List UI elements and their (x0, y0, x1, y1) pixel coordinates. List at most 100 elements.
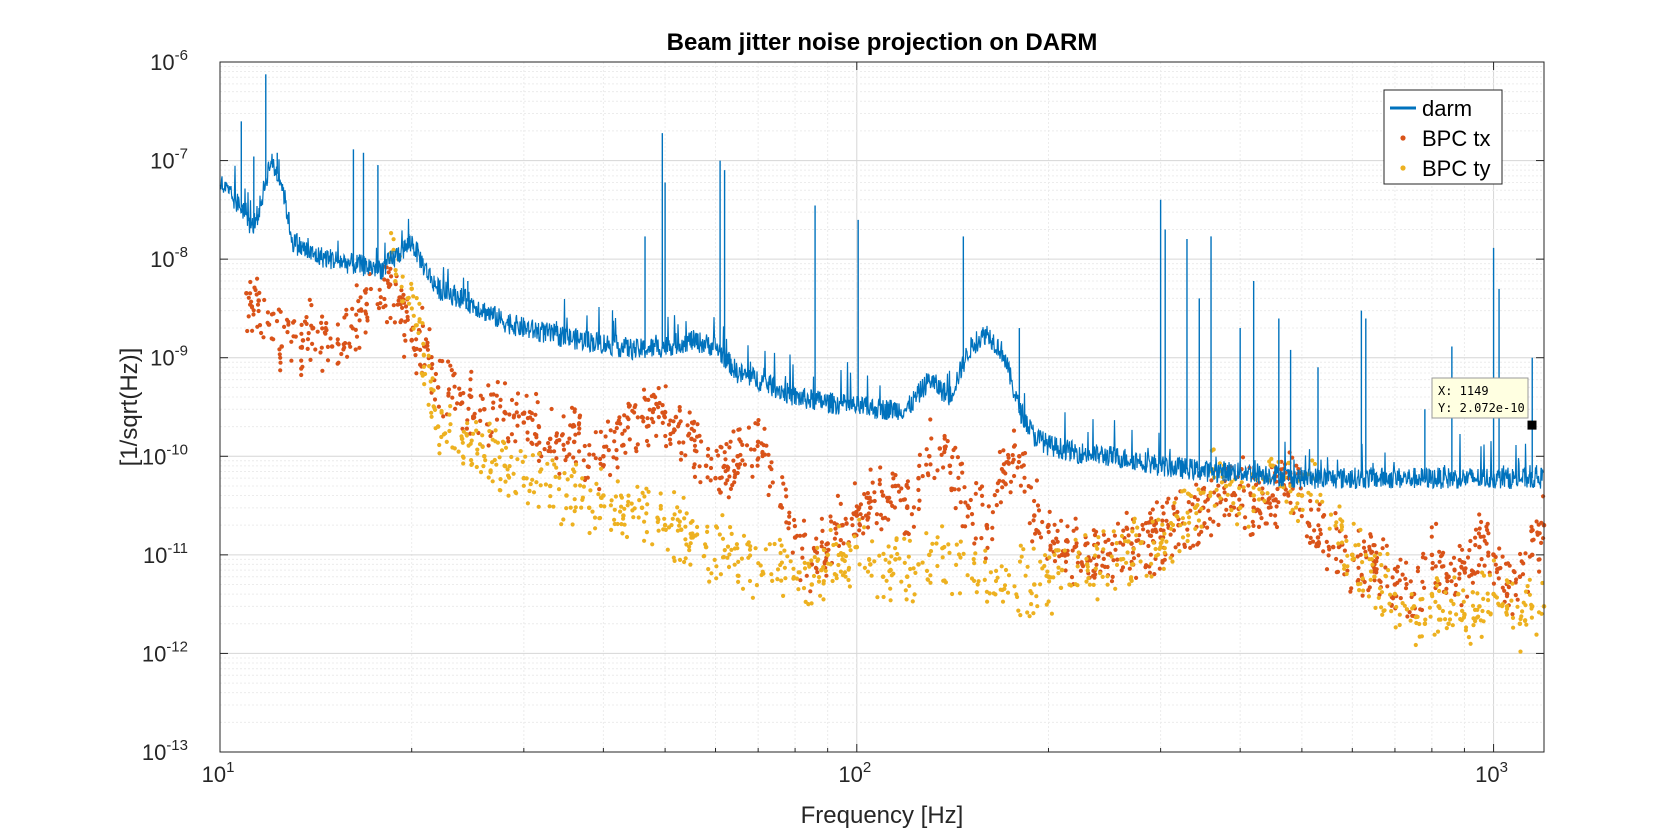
data-point (1462, 613, 1467, 618)
data-point (460, 454, 466, 459)
data-point (1437, 549, 1442, 554)
data-point (1105, 552, 1110, 557)
data-point (1466, 635, 1471, 640)
data-point (598, 456, 603, 462)
data-point (948, 470, 953, 475)
data-point (1509, 598, 1514, 603)
data-point (414, 337, 419, 342)
data-point (495, 380, 500, 385)
data-point (1126, 539, 1131, 544)
legend[interactable]: darm BPC tx BPC ty (1383, 89, 1503, 185)
data-point (261, 335, 266, 340)
datatip-marker[interactable] (1527, 420, 1537, 430)
data-point (1086, 576, 1091, 581)
data-point (646, 489, 651, 494)
data-point (525, 430, 530, 435)
data-point (664, 444, 669, 449)
data-point (324, 321, 329, 326)
data-point (1265, 491, 1270, 496)
data-point (1531, 537, 1536, 542)
data-point (1477, 512, 1482, 517)
data-point (382, 296, 387, 302)
data-point (325, 358, 331, 363)
data-point (1248, 491, 1253, 496)
data-point (1397, 578, 1402, 583)
data-point (431, 388, 436, 393)
data-point (1055, 528, 1060, 534)
data-point (1223, 497, 1228, 503)
data-point (781, 481, 786, 486)
data-point (267, 322, 272, 327)
data-point (995, 575, 1000, 580)
data-point (1337, 504, 1342, 509)
data-point (1192, 495, 1197, 500)
data-point (345, 354, 350, 359)
data-point (289, 339, 294, 344)
data-point (823, 568, 828, 574)
data-point (1407, 610, 1412, 615)
data-point (1025, 610, 1030, 615)
data-point (650, 542, 655, 547)
data-point (950, 455, 955, 460)
data-point (456, 449, 461, 454)
data-point (591, 452, 596, 457)
data-point (1392, 591, 1398, 597)
data-point (892, 505, 898, 510)
data-point (737, 437, 742, 442)
data-point (684, 511, 689, 516)
data-point (1223, 483, 1229, 489)
data-point (1224, 507, 1229, 512)
data-point (406, 295, 411, 300)
data-point (545, 461, 550, 466)
data-point (1513, 593, 1518, 598)
data-point (255, 302, 261, 307)
data-point (1383, 574, 1389, 579)
data-point (563, 458, 568, 463)
data-point (252, 285, 257, 290)
data-point (939, 452, 944, 457)
data-point (515, 457, 520, 462)
data-point (1091, 582, 1096, 588)
data-point (656, 528, 661, 533)
data-point (784, 494, 789, 499)
data-point (744, 443, 750, 448)
data-point (1327, 526, 1332, 531)
data-point (1178, 523, 1183, 528)
data-point (672, 490, 677, 495)
data-point (1437, 588, 1442, 594)
data-point (656, 415, 661, 420)
data-point (530, 441, 535, 446)
data-point (1279, 467, 1284, 472)
data-point (926, 473, 931, 478)
data-point (414, 296, 419, 301)
data-point (363, 290, 368, 295)
data-point (762, 426, 767, 431)
data-point (846, 565, 852, 570)
data-point (389, 274, 394, 279)
data-point (1334, 570, 1339, 575)
datatip[interactable]: X: 1149 Y: 2.072e-10 (1431, 377, 1537, 430)
data-point (621, 516, 626, 521)
data-point (441, 414, 446, 419)
data-point (411, 294, 416, 299)
data-point (1161, 511, 1166, 516)
data-point (552, 462, 557, 467)
data-point (358, 295, 363, 300)
data-point (1477, 544, 1482, 550)
data-point (911, 505, 917, 510)
data-point (421, 364, 427, 369)
data-point (567, 436, 572, 441)
data-point (447, 412, 452, 417)
data-point (271, 311, 276, 316)
data-point (1308, 498, 1313, 504)
data-point (1205, 497, 1210, 502)
data-point (1310, 539, 1316, 544)
data-point (940, 524, 945, 529)
data-point (1368, 577, 1373, 583)
data-point (1158, 541, 1163, 546)
data-point (530, 477, 535, 482)
data-point (1312, 528, 1317, 533)
data-point (619, 522, 624, 527)
data-point (1124, 525, 1129, 530)
data-point (411, 326, 416, 331)
